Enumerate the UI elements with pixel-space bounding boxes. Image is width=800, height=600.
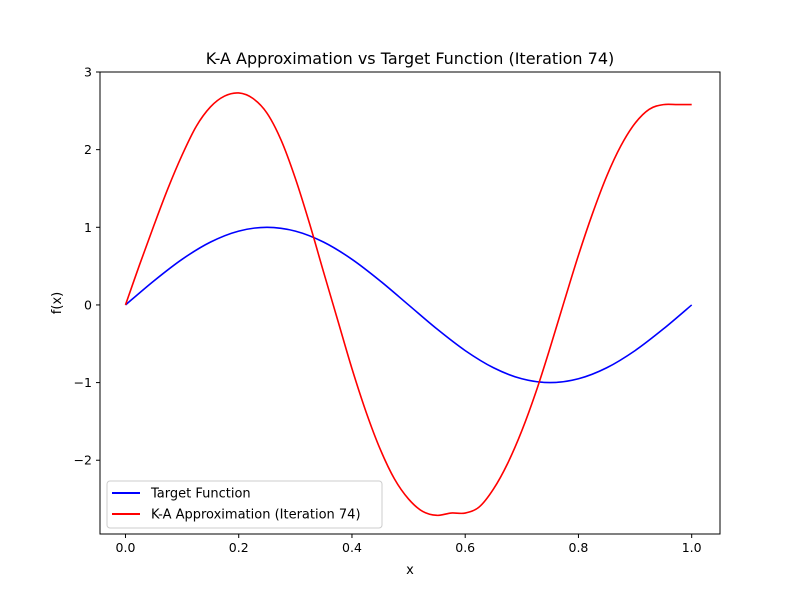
- legend-label-target-function: Target Function: [150, 487, 251, 502]
- y-tick-label: −2: [74, 453, 92, 468]
- y-tick-label: 3: [84, 65, 92, 80]
- x-axis-label: x: [406, 563, 414, 578]
- axes-frame: [99, 71, 721, 535]
- x-tick-label: 0.2: [229, 540, 249, 555]
- chart-title: K-A Approximation vs Target Function (It…: [206, 49, 615, 68]
- series-line-target-function: [124, 226, 693, 384]
- x-axis: 0.0 0.2 0.4 0.6 0.8 1.0: [116, 534, 702, 555]
- y-tick-label: 2: [84, 142, 92, 157]
- x-tick-label: 0.4: [342, 540, 362, 555]
- x-tick-label: 0.6: [455, 540, 475, 555]
- x-tick-label: 0.8: [569, 540, 589, 555]
- x-tick-label: 0.0: [116, 540, 136, 555]
- y-tick-label: −1: [74, 375, 92, 390]
- legend: Target Function K-A Approximation (Itera…: [106, 480, 383, 529]
- y-tick-label: 0: [84, 297, 92, 312]
- series-line-ka-approximation: [124, 92, 692, 517]
- legend-label-ka-approximation: K-A Approximation (Iteration 74): [151, 508, 361, 523]
- y-axis-label: f(x): [50, 292, 65, 314]
- y-axis: −2 −1 0 1 2 3: [74, 65, 100, 468]
- y-tick-label: 1: [84, 220, 92, 235]
- x-tick-label: 1.0: [682, 540, 702, 555]
- legend-box: [106, 480, 383, 529]
- plot-area: [99, 71, 721, 535]
- series-layer: [124, 92, 693, 517]
